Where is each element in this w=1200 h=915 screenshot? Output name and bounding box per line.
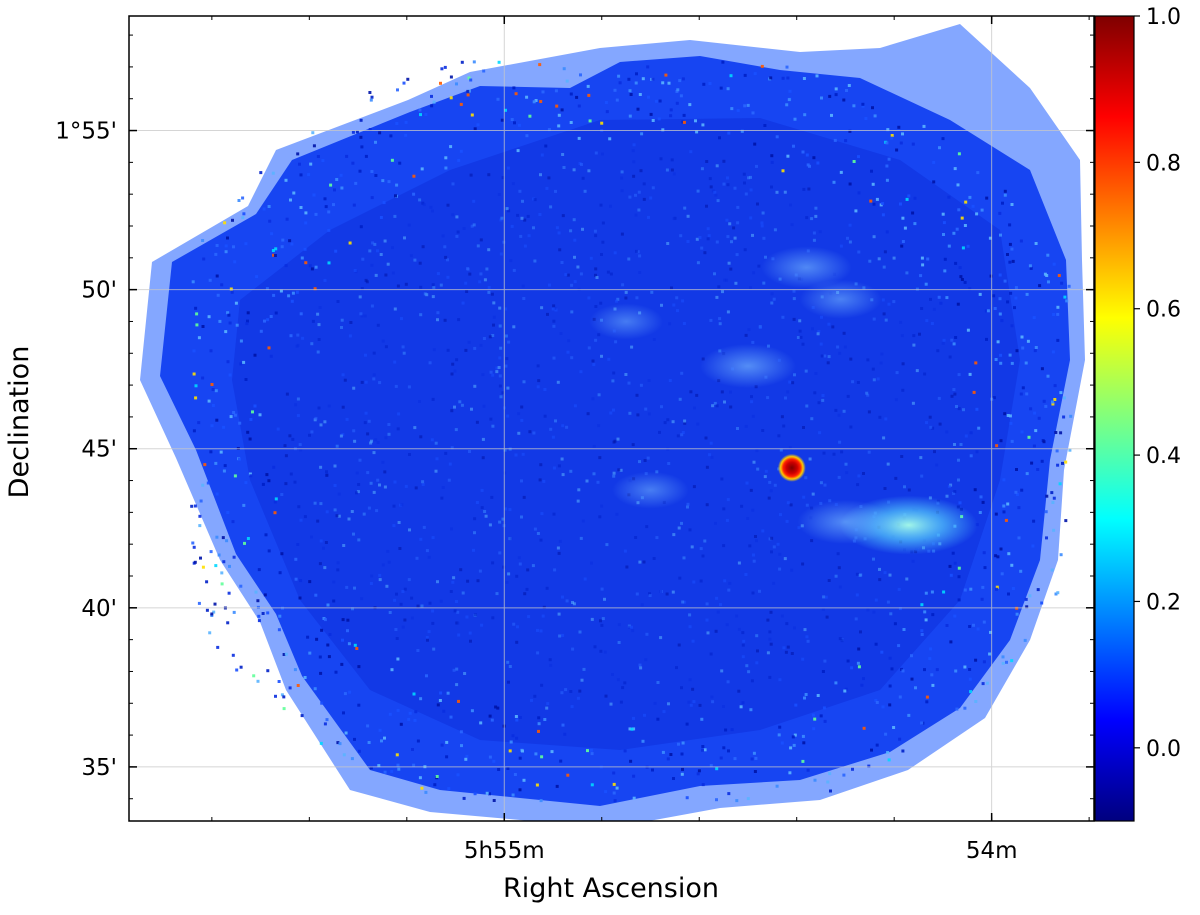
colorbar-tick-label: 0.2 [1146, 590, 1181, 615]
x-axis-label: Right Ascension [503, 873, 719, 904]
colorbar-tick-label: 0.4 [1146, 444, 1181, 469]
extended-emission [797, 499, 894, 544]
extended-emission [589, 303, 663, 340]
point-source [777, 453, 806, 482]
x-axis-ticks: 5h55m 54m [464, 16, 1018, 864]
axes-frame [128, 15, 1095, 822]
colorbar-tick-label: 1.0 [1146, 5, 1181, 30]
y-tick-label: 45' [81, 437, 117, 463]
colorbar-ticks: 0.0 0.2 0.4 0.6 0.8 1.0 [1134, 5, 1181, 762]
y-tick-label: 40' [81, 596, 117, 622]
minor-ticks [129, 16, 1094, 821]
colorbar-tick-label: 0.8 [1146, 151, 1181, 176]
sky-map [140, 24, 1085, 821]
x-tick-label: 5h55m [464, 838, 545, 864]
extended-emission [699, 344, 796, 388]
extended-emission [612, 471, 689, 509]
y-axis-label: Declination [4, 346, 35, 499]
y-tick-label: 35' [81, 755, 117, 781]
colorbar-tick-label: 0.6 [1146, 298, 1181, 323]
coordinate-grid [129, 16, 1094, 821]
y-tick-label: 1°55' [55, 119, 117, 145]
extended-emission [799, 279, 882, 319]
y-tick-label: 50' [81, 278, 117, 304]
colorbar-gradient [1094, 15, 1135, 822]
colorbar: 0.0 0.2 0.4 0.6 0.8 1.0 [1094, 5, 1181, 822]
y-axis-ticks: 35' 40' 45' 50' 1°55' [55, 119, 1094, 781]
extended-emission [761, 246, 852, 289]
colorbar-tick-label: 0.0 [1146, 737, 1181, 762]
x-tick-label: 54m [966, 838, 1018, 864]
